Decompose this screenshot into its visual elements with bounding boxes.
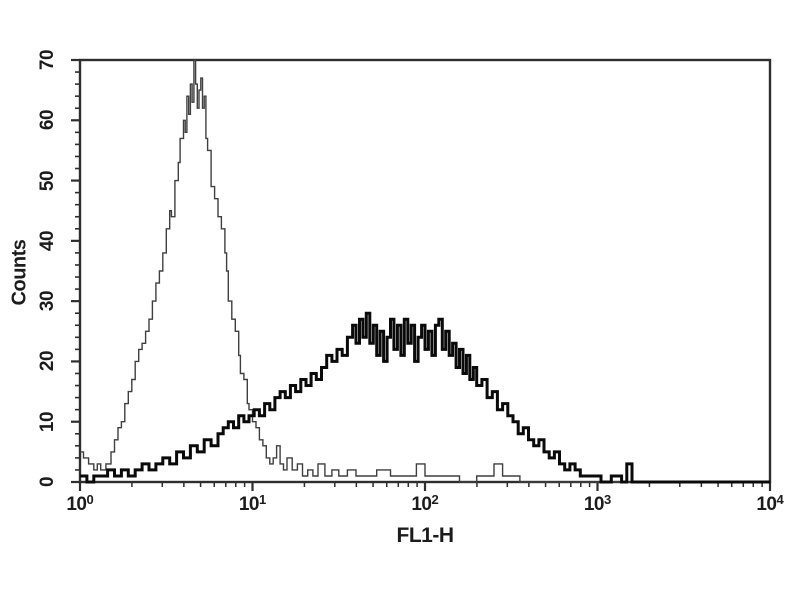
y-tick-label: 70	[37, 49, 58, 71]
y-tick-label: 50	[37, 170, 58, 191]
y-tick-label: 60	[37, 110, 58, 131]
y-tick-label: 20	[37, 351, 58, 372]
y-tick-label: 30	[37, 291, 58, 312]
y-tick-label: 10	[37, 411, 58, 432]
y-axis-title: Counts	[8, 239, 31, 306]
x-axis-title: FL1-H	[396, 524, 455, 547]
x-tick-label: 100	[66, 492, 94, 515]
y-tick-label: 0	[37, 476, 58, 488]
y-tick-label: 40	[37, 230, 58, 251]
x-tick-label: 103	[583, 492, 612, 515]
x-tick-label: 102	[411, 492, 439, 515]
x-tick-label: 104	[756, 492, 784, 515]
x-tick-label: 101	[238, 492, 267, 515]
thick-histogram	[80, 311, 770, 484]
thin-histogram	[80, 59, 770, 483]
